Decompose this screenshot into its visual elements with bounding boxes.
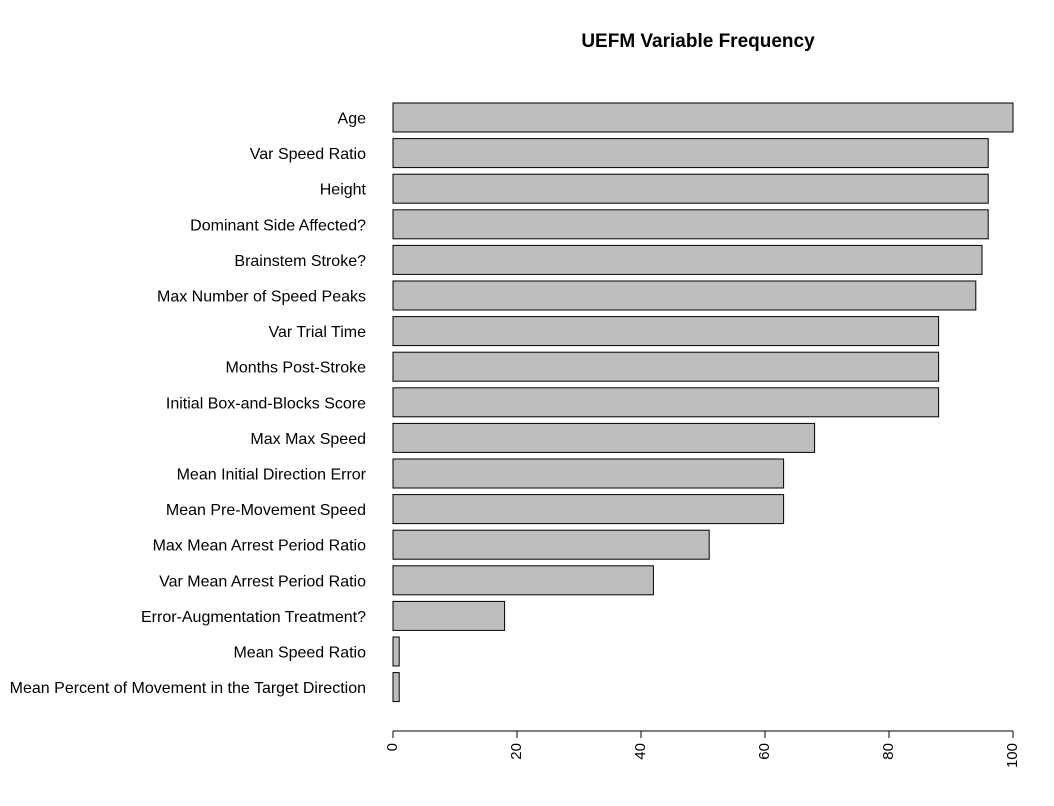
bar (392, 672, 400, 703)
bar (392, 458, 785, 489)
category-label: Mean Initial Direction Error (177, 467, 367, 484)
bar (392, 351, 940, 382)
bar (392, 422, 816, 453)
bar (392, 600, 506, 631)
category-label: Brainstem Stroke? (234, 253, 366, 270)
category-labels-group: Age Var Speed Ratio Height Dominant Side Af… (10, 111, 367, 698)
category-label: Dominant Side Affected? (190, 217, 366, 234)
bar (392, 280, 977, 311)
x-axis: 0 20 40 60 80 100 (384, 730, 1021, 768)
category-label: Months Post-Stroke (226, 360, 367, 377)
bar (392, 494, 785, 525)
category-label: Initial Box-and-Blocks Score (166, 395, 366, 412)
x-tick-label: 40 (632, 743, 649, 760)
bar (392, 244, 983, 275)
category-label: Var Mean Arrest Period Ratio (159, 573, 366, 590)
category-label: Max Max Speed (250, 431, 366, 448)
category-label: Error-Augmentation Treatment? (141, 609, 366, 626)
x-tick-label: 0 (384, 743, 401, 751)
bar (392, 138, 989, 169)
x-tick-label: 80 (880, 743, 897, 760)
bar (392, 565, 654, 596)
bar (392, 636, 400, 667)
category-label: Age (338, 111, 367, 128)
x-tick-label: 20 (508, 743, 525, 760)
bars-group (392, 102, 1014, 703)
bar (392, 316, 940, 347)
x-tick-label: 100 (1004, 743, 1021, 768)
category-label: Max Mean Arrest Period Ratio (153, 538, 367, 555)
category-label: Var Trial Time (269, 324, 367, 341)
category-label: Var Speed Ratio (250, 146, 366, 163)
category-label: Height (320, 182, 367, 199)
bar (392, 102, 1014, 133)
category-label: Max Number of Speed Peaks (157, 289, 366, 306)
bar (392, 529, 710, 560)
bar (392, 209, 989, 240)
bar (392, 173, 989, 204)
category-label: Mean Speed Ratio (233, 645, 366, 662)
category-label: Mean Pre-Movement Speed (166, 502, 366, 519)
chart-title: UEFM Variable Frequency (581, 31, 815, 52)
bar (392, 387, 940, 418)
category-label: Mean Percent of Movement in the Target D… (10, 680, 366, 697)
x-tick-label: 60 (756, 743, 773, 760)
